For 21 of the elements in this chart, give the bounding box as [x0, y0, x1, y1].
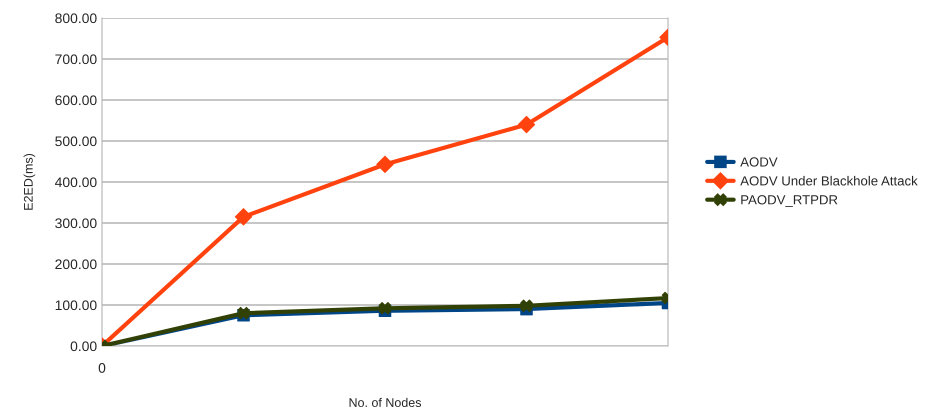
- y-tick-label: 800.00: [55, 13, 97, 24]
- point: [234, 208, 252, 226]
- y-tick-label: 0.00: [70, 341, 97, 352]
- y-tick-label: 300.00: [55, 218, 97, 228]
- y-tick-label: 600.00: [55, 95, 97, 106]
- point: [518, 116, 536, 134]
- x-tick-label: 0: [98, 363, 106, 373]
- y-tick-label: 500.00: [55, 136, 97, 146]
- y-tick-label: 400.00: [54, 177, 97, 188]
- legend-label: AODV Under Blackhole Attack: [740, 176, 918, 186]
- point: [520, 300, 533, 312]
- legend-label: PAODV_RTPDR: [741, 195, 838, 207]
- x-axis-title: No. of Nodes: [350, 398, 422, 408]
- y-tick-label: 700.00: [55, 54, 97, 64]
- point: [376, 156, 394, 174]
- point: [237, 306, 250, 320]
- legend-label: AODV: [740, 157, 778, 167]
- y-tick-label: 100.00: [56, 300, 97, 310]
- y-axis-title: E2ED(ms): [24, 154, 36, 210]
- y-tick-label: 200.00: [55, 259, 97, 270]
- point: [378, 302, 392, 315]
